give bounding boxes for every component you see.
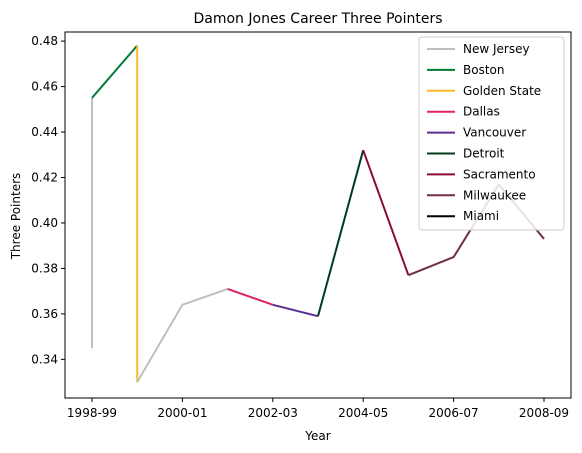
legend-label: New Jersey [463, 42, 530, 56]
x-tick-label: 2002-03 [248, 406, 298, 420]
series-line-3 [136, 287, 228, 383]
x-axis-ticks: 1998-99 2000-01 2002-03 2004-05 2006-07 2008-… [67, 398, 569, 420]
y-axis-label: Three Pointers [9, 173, 23, 261]
y-tick-label: 0.48 [31, 34, 58, 48]
legend-label: Golden State [463, 84, 541, 98]
series-line-6 [317, 149, 365, 317]
y-tick-label: 0.40 [31, 216, 58, 230]
x-tick-label: 2000-01 [157, 406, 207, 420]
x-tick-label: 2006-07 [429, 406, 479, 420]
series-line-5 [272, 303, 319, 318]
y-tick-label: 0.42 [31, 170, 58, 184]
legend-label: Dallas [463, 105, 500, 119]
legend-label: Boston [463, 63, 504, 77]
legend-label: Detroit [463, 147, 505, 161]
y-tick-label: 0.36 [31, 307, 58, 321]
legend-label: Miami [463, 209, 499, 223]
y-tick-label: 0.44 [31, 125, 58, 139]
chart-title: Damon Jones Career Three Pointers [193, 11, 442, 27]
legend: New Jersey Boston Golden State Dallas Vancou… [418, 36, 565, 231]
series-line-4 [227, 287, 274, 306]
x-tick-label: 2008-09 [519, 406, 569, 420]
series-line-1 [91, 44, 138, 99]
series-line-7 [362, 149, 410, 276]
legend-label: Milwaukee [463, 188, 526, 202]
plot-area-frame [64, 31, 572, 399]
x-axis-label: Year [304, 429, 330, 443]
x-tick-label: 1998-99 [67, 406, 117, 420]
y-tick-label: 0.38 [31, 261, 58, 275]
y-tick-label: 0.46 [31, 80, 58, 94]
legend-box [418, 36, 565, 231]
y-axis-ticks: 0.34 0.36 0.38 0.40 0.42 0.44 0.46 0.48 [31, 34, 65, 366]
legend-label: Sacramento [463, 167, 536, 181]
legend-label: Vancouver [463, 126, 526, 140]
legend-items: New Jersey Boston Golden State Dallas Vancou… [427, 42, 541, 223]
y-tick-label: 0.34 [31, 352, 58, 366]
x-tick-label: 2004-05 [338, 406, 388, 420]
